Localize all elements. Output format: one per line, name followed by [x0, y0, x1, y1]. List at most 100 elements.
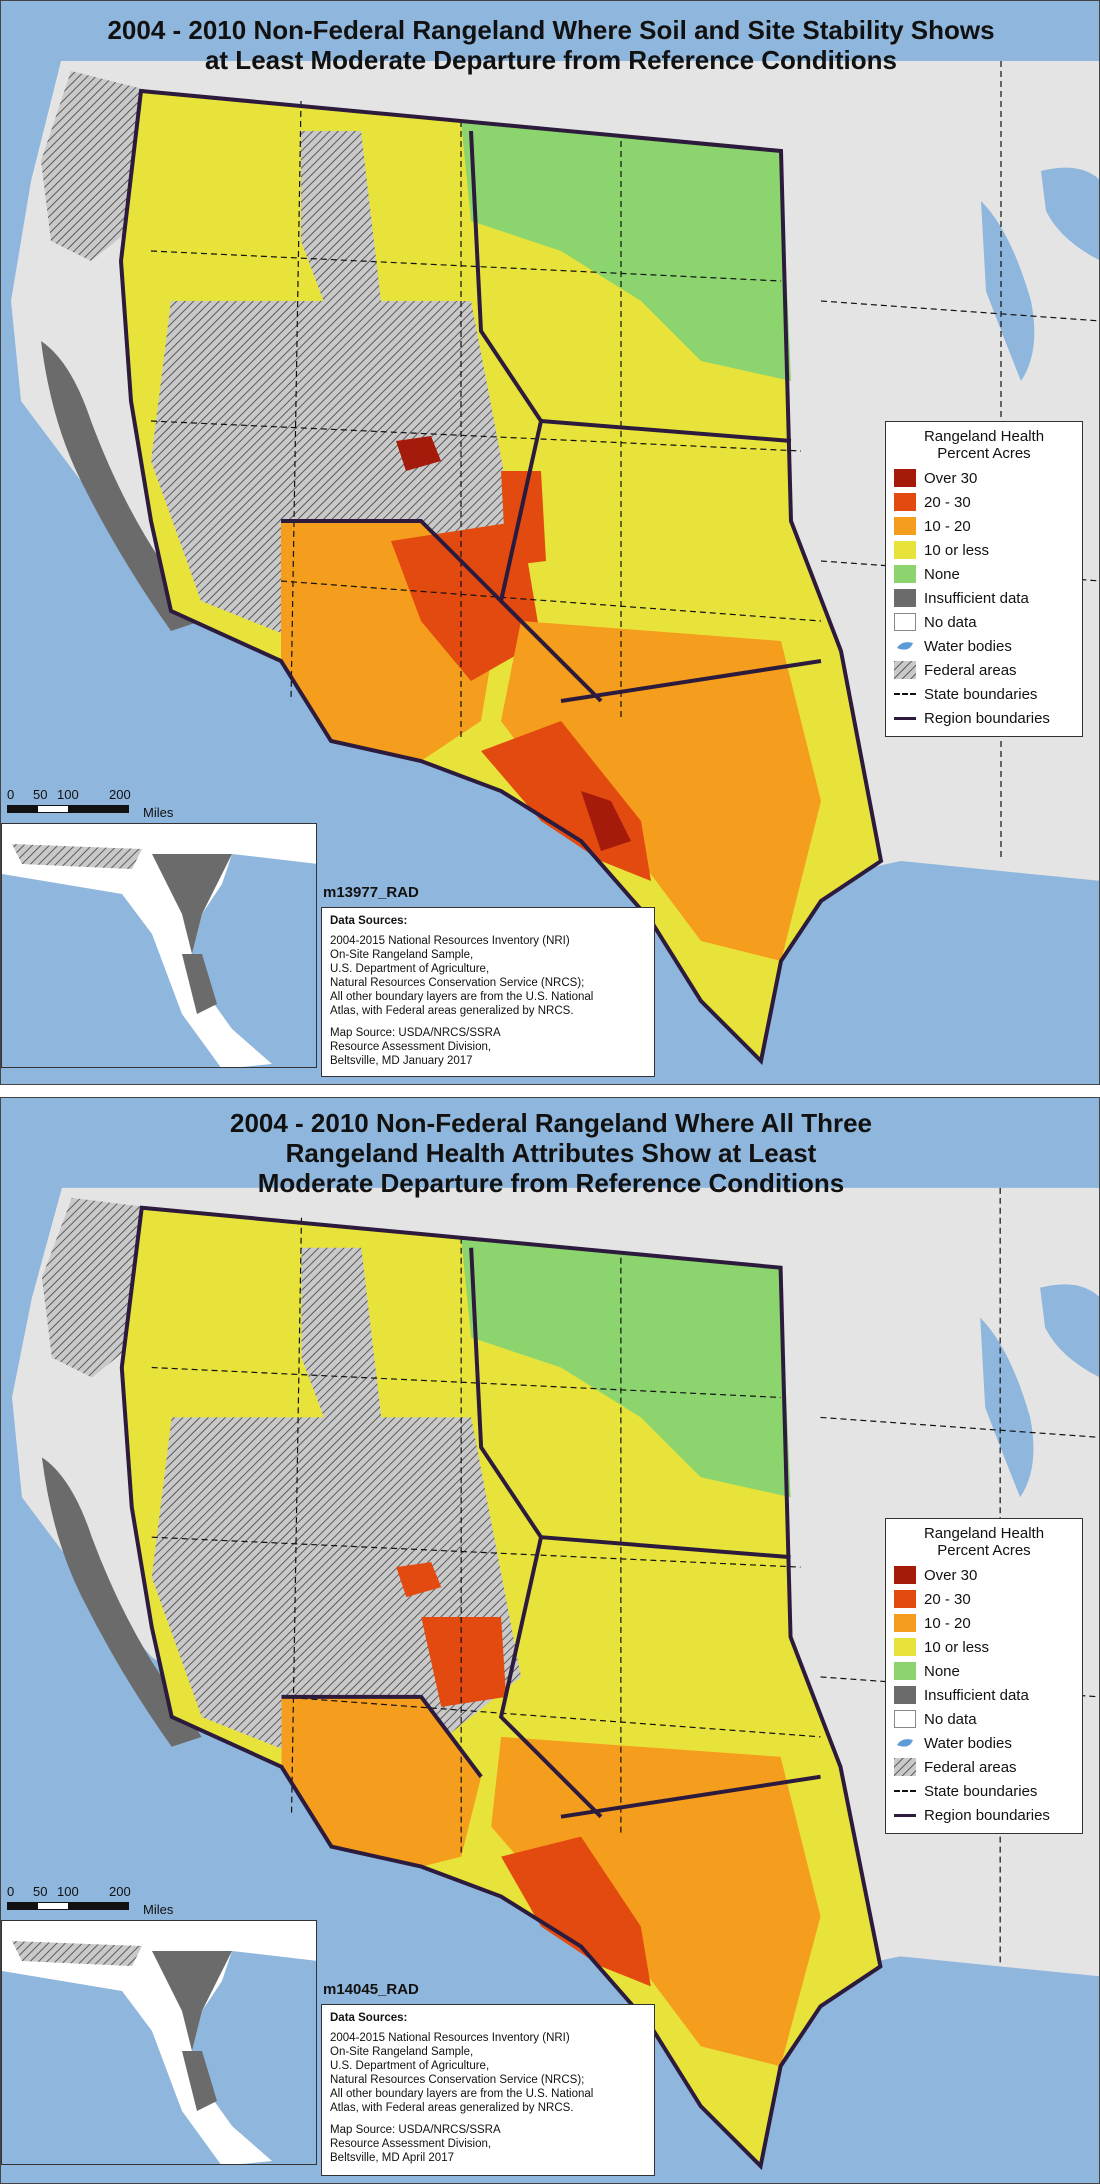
title-line: 2004 - 2010 Non-Federal Rangeland Where …: [229, 1108, 872, 1138]
swatch: [894, 1566, 916, 1584]
map-title-1: 2004 - 2010 Non-Federal Rangeland Where …: [1, 15, 1099, 75]
legend-label: Over 30: [924, 469, 978, 487]
swatch: [894, 1590, 916, 1608]
great-lakes: [980, 1317, 1034, 1498]
west-texas-20-30: [501, 1836, 651, 1987]
legend-item-20-30: 20 - 30: [894, 490, 1074, 514]
water-drop-icon: [897, 1739, 913, 1747]
map-source-line: Beltsville, MD January 2017: [330, 1055, 473, 1067]
source-line: On-Site Rangeland Sample,: [330, 2046, 474, 2058]
legend-heading-line: Percent Acres: [937, 1542, 1031, 1559]
legend-heading-line: Rangeland Health: [923, 428, 1045, 445]
legend-label: 10 or less: [924, 541, 990, 559]
swatch: [894, 541, 916, 559]
source-line: Natural Resources Conservation Service (…: [330, 977, 585, 989]
legend-item-none: None: [894, 562, 1074, 586]
texas-10-20: [491, 1736, 821, 2067]
legend-item-no-data: No data: [894, 1707, 1074, 1731]
swatch: [894, 693, 916, 695]
source-line: Atlas, with Federal areas generalized by…: [330, 1005, 574, 1017]
legend-heading-line: Rangeland Health: [923, 1525, 1045, 1542]
scale-tick: 200: [109, 1884, 131, 1899]
legend-label: 10 - 20: [924, 517, 971, 535]
water-drop-icon: [897, 642, 913, 650]
legend-label: Water bodies: [924, 637, 1012, 655]
legend-label: 10 - 20: [924, 1614, 971, 1632]
swatch: [894, 1662, 916, 1680]
scale-tick: 50: [33, 787, 48, 802]
map-source-line: Map Source: USDA/NRCS/SSRA: [330, 2124, 501, 2136]
map-source-line: Resource Assessment Division,: [330, 2138, 492, 2150]
rangeland-map-2: [11, 1187, 1099, 2183]
legend-label: None: [924, 1662, 960, 1680]
region-boundaries: [119, 1205, 883, 2171]
swatch: [894, 613, 916, 631]
map-source-line: Map Source: USDA/NRCS/SSRA: [330, 1027, 501, 1039]
source-line: 2004-2015 National Resources Inventory (…: [330, 935, 570, 947]
gulf-of-mexico: [721, 861, 1099, 1084]
legend-item-over30: Over 30: [894, 1563, 1074, 1587]
legend-item-20-30: 20 - 30: [894, 1587, 1074, 1611]
legend-item-state: State boundaries: [894, 682, 1074, 706]
legend-label: Federal areas: [924, 661, 1017, 679]
map-id-1: m13977_RAD: [323, 884, 419, 901]
data-sources-2: Data Sources: 2004-2015 National Resourc…: [321, 2004, 655, 2176]
legend-label: 20 - 30: [924, 493, 971, 511]
scale-unit: Miles: [143, 1902, 174, 1917]
source-line: Atlas, with Federal areas generalized by…: [330, 2102, 574, 2114]
scale-bar-1: 0 50 100 200 Miles: [7, 787, 207, 827]
source-line: All other boundary layers are from the U…: [330, 2088, 594, 2100]
scale-tick: 200: [109, 787, 131, 802]
legend-2: Rangeland Health Percent Acres Over 30 2…: [885, 1518, 1083, 1834]
west-coast-insufficient: [41, 1457, 202, 1747]
rockies-federal: [301, 131, 381, 321]
legend-item-region: Region boundaries: [894, 1803, 1074, 1827]
legend-item-none: None: [894, 1659, 1074, 1683]
legend-label: Water bodies: [924, 1734, 1012, 1752]
legend-heading: Rangeland Health Percent Acres: [894, 1525, 1074, 1559]
title-line: at Least Moderate Departure from Referen…: [204, 45, 898, 75]
swatch: [894, 1790, 916, 1792]
legend-heading-line: Percent Acres: [937, 445, 1031, 462]
map-panel-soil-site-stability: 2004 - 2010 Non-Federal Rangeland Where …: [0, 0, 1100, 1085]
hatch-swatch-icon: [894, 661, 916, 679]
scale-unit: Miles: [143, 805, 174, 820]
texas-10-20: [501, 621, 821, 961]
swatch: [894, 1710, 916, 1728]
great-lakes: [981, 201, 1035, 381]
swatch: [894, 716, 916, 720]
legend-item-10-20: 10 - 20: [894, 514, 1074, 538]
scale-graphic: [7, 805, 129, 813]
map-source-line: Resource Assessment Division,: [330, 1041, 492, 1053]
legend-item-no-data: No data: [894, 610, 1074, 634]
swatch: [894, 1813, 916, 1817]
scale-tick: 0: [7, 787, 15, 802]
sources-label: Data Sources:: [330, 915, 408, 927]
legend-label: 10 or less: [924, 1638, 990, 1656]
florida-inset-map: [2, 824, 316, 1067]
scale-ticks: 0 50 100 200: [7, 1884, 207, 1902]
region-boundaries: [118, 88, 884, 1066]
legend-label: 20 - 30: [924, 1590, 971, 1608]
southwest-20-30: [391, 521, 541, 681]
legend-label: No data: [924, 613, 977, 631]
title-line: Moderate Departure from Reference Condit…: [257, 1168, 845, 1198]
great-basin-federal: [151, 1417, 522, 1757]
legend-heading: Rangeland Health Percent Acres: [894, 428, 1074, 462]
scale-tick: 100: [57, 787, 79, 802]
colorado-20-30: [501, 471, 546, 566]
legend-item-insufficient: Insufficient data: [894, 1683, 1074, 1707]
map-id-2: m14045_RAD: [323, 1981, 419, 1998]
scale-graphic: [7, 1902, 129, 1910]
utah-20-30: [396, 1562, 442, 1598]
swatch: [894, 565, 916, 583]
swatch: [894, 589, 916, 607]
map-title-2: 2004 - 2010 Non-Federal Rangeland Where …: [1, 1108, 1099, 1198]
legend-label: Insufficient data: [924, 589, 1029, 607]
data-sources-1: Data Sources: 2004-2015 National Resourc…: [321, 907, 655, 1077]
northern-plains-none: [461, 1237, 791, 1498]
swatch: [894, 1638, 916, 1656]
florida-inset-2: [1, 1920, 317, 2165]
title-line: 2004 - 2010 Non-Federal Rangeland Where …: [107, 15, 995, 45]
legend-item-water: Water bodies: [894, 634, 1074, 658]
